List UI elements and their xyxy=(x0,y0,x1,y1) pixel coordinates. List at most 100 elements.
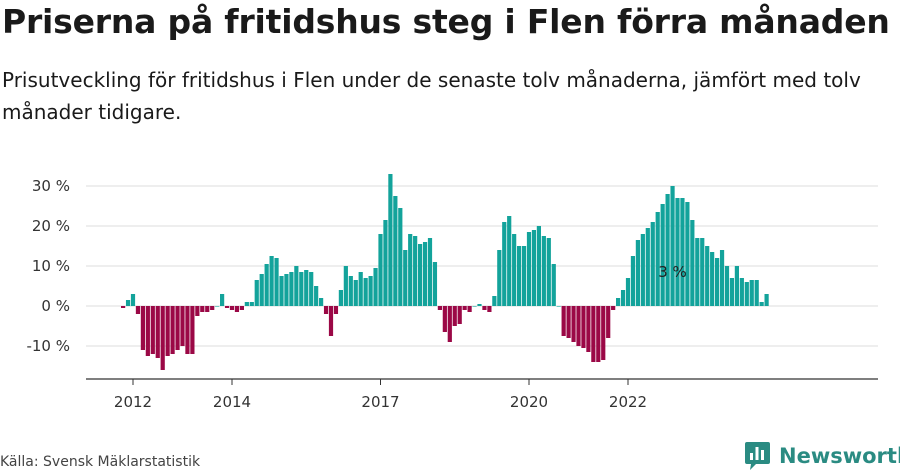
x-tick-label: 2017 xyxy=(361,393,399,411)
x-tick-label: 2014 xyxy=(213,393,251,411)
bar-chart-logo-icon xyxy=(745,442,770,470)
bar xyxy=(571,306,576,342)
bar xyxy=(294,266,299,306)
bar xyxy=(323,306,329,314)
bar xyxy=(432,262,438,306)
bar xyxy=(427,238,433,306)
y-tick-label: -10 % xyxy=(26,337,70,355)
bar xyxy=(497,250,502,306)
bar xyxy=(715,258,720,306)
bar xyxy=(616,298,621,306)
bar xyxy=(314,286,319,306)
bar xyxy=(239,306,244,310)
bar xyxy=(487,306,492,312)
y-tick-label: 0 % xyxy=(41,297,70,315)
bar xyxy=(710,252,715,306)
bar xyxy=(705,246,710,306)
bar xyxy=(319,298,324,306)
bar xyxy=(675,198,680,306)
bar xyxy=(175,306,180,350)
bar xyxy=(749,280,754,306)
bar xyxy=(521,246,527,306)
bar xyxy=(512,234,517,306)
bar xyxy=(388,174,393,306)
bar xyxy=(190,306,195,354)
bar xyxy=(655,212,660,306)
y-axis-labels: 30 % 20 % 10 % 0 % -10 % xyxy=(26,177,70,355)
bar xyxy=(333,306,339,314)
bar xyxy=(526,232,532,306)
bar xyxy=(645,228,650,306)
bar xyxy=(274,258,279,306)
bar xyxy=(724,266,730,306)
bar xyxy=(620,290,626,306)
bar xyxy=(744,282,749,306)
bar xyxy=(150,306,155,354)
y-tick-label: 30 % xyxy=(32,177,70,195)
bar xyxy=(309,272,314,306)
bar xyxy=(700,238,705,306)
bar xyxy=(754,280,759,306)
bar xyxy=(195,306,200,316)
bar xyxy=(457,306,462,324)
bar xyxy=(358,272,363,306)
bar xyxy=(259,274,264,306)
bar xyxy=(215,306,220,307)
bar xyxy=(145,306,150,356)
bar xyxy=(452,306,457,326)
brand-name: Newsworthy xyxy=(779,444,900,468)
bar xyxy=(130,294,136,306)
bar xyxy=(502,222,507,306)
bar xyxy=(353,280,358,306)
bar xyxy=(363,278,368,306)
bar xyxy=(398,208,403,306)
bar xyxy=(467,306,472,312)
bar xyxy=(660,204,665,306)
chart-title: Priserna på fritidshus steg i Flen förra… xyxy=(2,2,890,41)
bar xyxy=(566,306,571,338)
bar xyxy=(185,306,190,354)
bar xyxy=(170,306,175,354)
bar xyxy=(373,268,378,306)
bar xyxy=(249,302,254,306)
bar xyxy=(690,220,695,306)
bar xyxy=(630,256,636,306)
bar xyxy=(140,306,145,350)
bar xyxy=(739,278,744,306)
bar xyxy=(472,306,477,307)
bar xyxy=(541,236,546,306)
bar xyxy=(383,220,388,306)
bar xyxy=(284,274,289,306)
bar xyxy=(393,196,398,306)
bar xyxy=(759,302,764,306)
bar xyxy=(719,250,725,306)
brand-logo[interactable]: Newsworthy xyxy=(744,441,900,471)
bar xyxy=(289,272,294,306)
bar xyxy=(611,306,616,310)
bar xyxy=(556,306,561,307)
bar xyxy=(244,302,249,306)
bar xyxy=(418,244,423,306)
bar xyxy=(299,272,304,306)
bar xyxy=(437,306,442,310)
bar xyxy=(561,306,566,336)
bar xyxy=(576,306,581,346)
bar xyxy=(635,240,640,306)
bar xyxy=(591,306,596,362)
bar xyxy=(413,236,418,306)
bar xyxy=(378,234,383,306)
bar xyxy=(640,234,645,306)
y-tick-label: 20 % xyxy=(32,217,70,235)
bar xyxy=(135,306,141,314)
bar xyxy=(606,306,611,338)
bar xyxy=(601,306,606,360)
bar xyxy=(734,266,739,306)
bar xyxy=(403,250,408,306)
bar xyxy=(729,278,735,306)
bar xyxy=(348,276,353,306)
bar xyxy=(205,306,210,312)
bar xyxy=(160,306,165,370)
bar xyxy=(254,280,259,306)
bar xyxy=(155,306,160,358)
bar xyxy=(680,198,685,306)
